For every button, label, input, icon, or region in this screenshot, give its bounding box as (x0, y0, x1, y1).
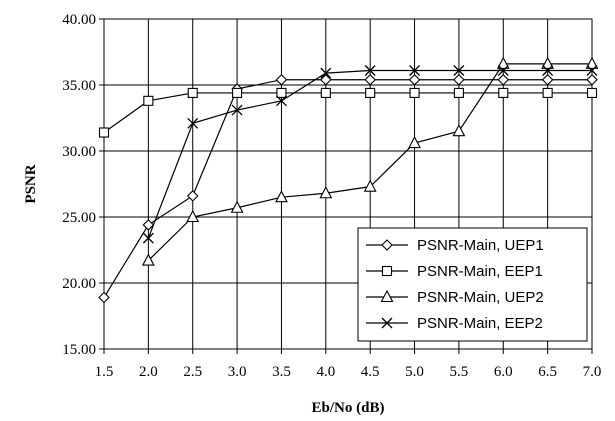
data-point (409, 65, 421, 76)
x-axis-title: Eb/No (dB) (312, 400, 385, 416)
y-tick-label: 25.00 (62, 210, 96, 226)
data-point (186, 190, 199, 202)
data-point (320, 67, 332, 79)
data-point (231, 104, 243, 116)
data-point (142, 219, 155, 231)
data-point (364, 73, 376, 86)
legend-box (357, 227, 588, 342)
x-tick-label: 5.0 (405, 364, 424, 380)
data-point (275, 95, 287, 107)
y-axis: 15.00 20.00 25.00 30.00 35.00 40.00 (62, 12, 104, 358)
y-tick-label: 35.00 (62, 78, 96, 94)
data-point (541, 73, 554, 86)
data-point (275, 190, 288, 203)
data-point (187, 87, 198, 98)
data-point (142, 232, 154, 244)
legend-item: PSNR-Main, EEP2 (366, 315, 543, 332)
data-point (320, 87, 331, 98)
y-tick-label: 30.00 (62, 144, 96, 160)
legend-marker (381, 239, 393, 251)
data-point (453, 87, 464, 98)
x-tick-label: 2.0 (139, 364, 158, 380)
data-point (187, 117, 199, 129)
legend-label: PSNR-Main, EEP1 (417, 263, 543, 280)
legend-item: PSNR-Main, EEP1 (366, 263, 543, 280)
series-square (98, 87, 598, 138)
data-point (586, 73, 598, 86)
data-point (408, 73, 421, 86)
x-tick-label: 1.5 (95, 364, 114, 380)
series-diamond (98, 73, 598, 304)
data-point (320, 73, 332, 86)
y-tick-label: 20.00 (62, 276, 96, 292)
data-point (497, 65, 509, 76)
data-point (98, 291, 110, 304)
x-tick-label: 2.5 (183, 364, 202, 380)
series-line (103, 79, 592, 298)
x-tick-label: 4.5 (361, 364, 380, 380)
data-point (275, 73, 288, 86)
legend-label: PSNR-Main, EEP2 (417, 315, 543, 332)
data-point (498, 87, 509, 98)
data-point (98, 127, 110, 138)
y-axis-title: PSNR (23, 164, 39, 203)
data-point (186, 209, 200, 223)
x-axis: 1.5 2.0 2.5 3.0 3.5 4.0 4.5 5.0 5.5 6.0 6.5 7.0 (95, 349, 602, 380)
data-point (496, 56, 510, 69)
x-tick-label: 3.0 (228, 364, 247, 380)
series-line (103, 92, 592, 134)
data-point (276, 87, 287, 98)
series-layer (98, 56, 599, 304)
data-point (408, 135, 421, 149)
data-point (586, 87, 598, 98)
data-point (453, 65, 465, 76)
x-tick-label: 6.5 (538, 364, 557, 380)
data-point (364, 65, 376, 76)
legend-label: PSNR-Main, UEP1 (417, 237, 544, 254)
y-tick-label: 15.00 (62, 342, 96, 358)
data-point (541, 56, 555, 69)
legend-marker (381, 265, 393, 277)
data-point (365, 87, 376, 98)
legend-marker (380, 289, 394, 303)
data-point (452, 124, 466, 137)
legend-item: PSNR-Main, UEP2 (366, 289, 544, 306)
x-tick-label: 5.5 (450, 364, 469, 380)
data-point (232, 87, 243, 98)
series-triangle (141, 56, 599, 266)
data-point (453, 73, 465, 86)
legend-marker (381, 317, 393, 329)
data-point (319, 186, 333, 199)
x-tick-label: 6.0 (494, 364, 513, 380)
x-tick-label: 3.5 (272, 364, 291, 380)
series-x (142, 65, 598, 244)
data-point (141, 253, 155, 266)
data-point (585, 56, 599, 69)
y-tick-label: 40.00 (62, 12, 96, 28)
data-point (230, 200, 244, 213)
legend: PSNR-Main, UEP1 PSNR-Main, EEP1 PSNR-Main,… (357, 227, 588, 342)
data-point (497, 73, 510, 86)
plot-area (103, 18, 593, 350)
data-point (143, 95, 154, 106)
x-tick-label: 4.0 (316, 364, 335, 380)
legend-item: PSNR-Main, UEP1 (366, 237, 544, 254)
data-point (542, 87, 553, 98)
data-point (363, 179, 377, 192)
legend-label: PSNR-Main, UEP2 (417, 289, 544, 306)
data-point (409, 87, 420, 98)
x-tick-label: 7.0 (583, 364, 602, 380)
data-point (586, 65, 598, 76)
data-point (542, 65, 554, 76)
